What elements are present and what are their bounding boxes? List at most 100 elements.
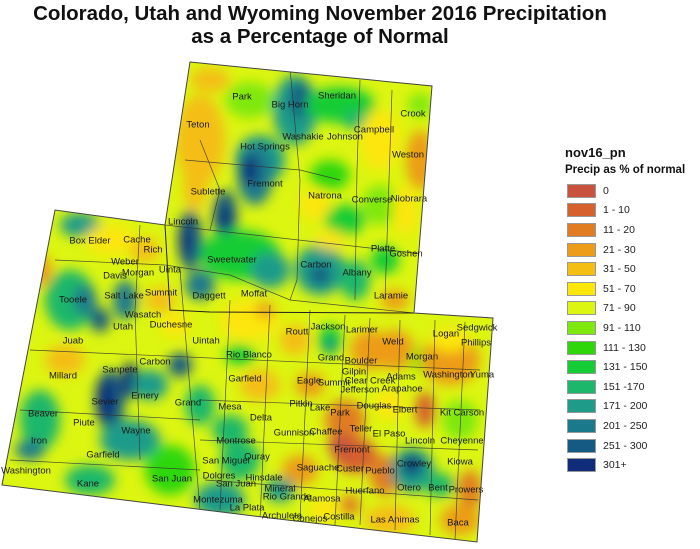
county-label: Rio Blanco (226, 349, 272, 361)
county-label: Baca (447, 517, 469, 529)
county-label: Crowley (396, 458, 432, 470)
legend-swatch (567, 360, 596, 375)
legend-swatch (567, 399, 596, 414)
county-label: Goshen (389, 248, 423, 260)
legend-label: 21 - 30 (603, 243, 636, 256)
legend-label: 1 - 10 (603, 204, 630, 217)
legend-swatch (567, 438, 596, 453)
county-label: Las Animas (370, 514, 420, 526)
county-label: Jackson (310, 321, 346, 333)
legend-swatch (567, 281, 596, 296)
county-label: Saguache (296, 462, 340, 474)
legend-item: 301+ (565, 455, 700, 475)
legend-swatch (567, 301, 596, 316)
county-label: Platte (370, 243, 396, 255)
precipitation-map: Park Big Horn Sheridan Crook Teton Washakie Jo… (1, 61, 498, 543)
legend-swatch (567, 340, 596, 355)
county-label: Natrona (308, 190, 342, 202)
county-label: Morgan (121, 267, 155, 279)
county-label: Sheridan (317, 90, 357, 102)
legend-swatch (567, 183, 596, 198)
county-label: Kane (76, 478, 100, 490)
legend-label: 51 - 70 (603, 282, 636, 295)
legend-item: 91 - 110 (565, 318, 700, 338)
county-label: El Paso (372, 428, 406, 440)
county-label: Cheyenne (440, 435, 484, 447)
county-label: Adams (386, 371, 416, 383)
county-label: Moffat (240, 288, 268, 300)
county-label: Hinsdale (245, 472, 283, 484)
county-label: Alamosa (303, 493, 341, 505)
county-label: Rich (143, 244, 163, 256)
county-label: Laramie (373, 290, 409, 302)
legend-layer-name: nov16_pn (565, 145, 626, 160)
county-label: Albany (342, 267, 372, 279)
county-label: Lincoln (167, 216, 199, 228)
county-label: Salt Lake (104, 290, 144, 302)
county-label: Campbell (353, 124, 395, 136)
legend-label: 201 - 250 (603, 419, 648, 432)
county-label: Tooele (59, 294, 87, 306)
county-label: Davis (103, 270, 127, 282)
legend-item: 1 - 10 (565, 201, 700, 221)
map-title: Colorado, Utah and Wyoming November 2016… (0, 2, 640, 48)
county-label: Teller (349, 423, 373, 435)
county-label: Carbon (139, 356, 171, 368)
county-label: Summit (317, 377, 351, 389)
legend-swatch (567, 379, 596, 394)
county-label: Logan (432, 328, 460, 340)
county-label: Douglas (356, 400, 392, 412)
legend-label: 171 - 200 (603, 400, 648, 413)
legend-item: 71 - 90 (565, 299, 700, 319)
county-label: Jefferson (340, 384, 380, 396)
county-label: Emery (131, 390, 159, 402)
county-label: Millard (49, 370, 77, 382)
county-label: Box Elder (69, 235, 111, 247)
legend-item: 201 - 250 (565, 416, 700, 436)
county-label: San Juan (151, 473, 193, 485)
county-label: Utah (112, 321, 134, 333)
legend-item: 31 - 50 (565, 259, 700, 279)
county-label: Grand (174, 397, 202, 409)
county-label: Costilla (323, 511, 355, 523)
legend-label: 111 - 130 (603, 341, 646, 354)
county-label: Carbon (300, 259, 332, 271)
county-label: Eagle (296, 375, 322, 387)
county-label: Phillips (460, 337, 492, 349)
county-label: Otero (397, 482, 421, 494)
county-label: Huerfano (345, 485, 385, 497)
map-raster (1, 61, 494, 543)
county-label: Morgan (405, 351, 439, 363)
map-title-line2: as a Percentage of Normal (191, 25, 449, 48)
county-label: Sevier (91, 396, 119, 408)
county-label: Crook (400, 108, 426, 120)
county-label: Uintah (192, 335, 220, 347)
county-label: San Juan (215, 478, 257, 490)
county-label: Beaver (27, 408, 59, 420)
county-label: Montezuma (193, 494, 243, 506)
legend: nov16_pn Precip as % of normal 0 1 - 10 11… (565, 145, 700, 475)
county-label: Washington (423, 369, 473, 381)
map-title-line1: Colorado, Utah and Wyoming November 2016… (33, 2, 607, 25)
county-label: Iron (30, 435, 48, 447)
legend-swatch (567, 203, 596, 218)
legend-item: 251 - 300 (565, 436, 700, 456)
county-label: Clear Creek (344, 375, 396, 387)
legend-subtitle: Precip as % of normal (565, 164, 686, 176)
county-label: Sedgwick (456, 322, 498, 334)
legend-swatch (567, 222, 596, 237)
county-label: Weston (391, 149, 425, 161)
county-label: Bent (428, 482, 448, 494)
county-label: Cache (123, 234, 151, 246)
county-label: Mineral (264, 483, 296, 495)
county-label: Archuleta (261, 510, 303, 522)
county-label: Big Horn (271, 99, 309, 111)
county-label: Uinta (158, 264, 182, 276)
county-label: Sweetwater (207, 254, 257, 266)
county-label: Weld (382, 336, 404, 348)
legend-swatch (567, 242, 596, 257)
legend-swatch (567, 458, 596, 473)
county-label: Summit (144, 287, 178, 299)
county-label: Washakie (282, 131, 324, 143)
county-label: Piute (73, 417, 95, 429)
